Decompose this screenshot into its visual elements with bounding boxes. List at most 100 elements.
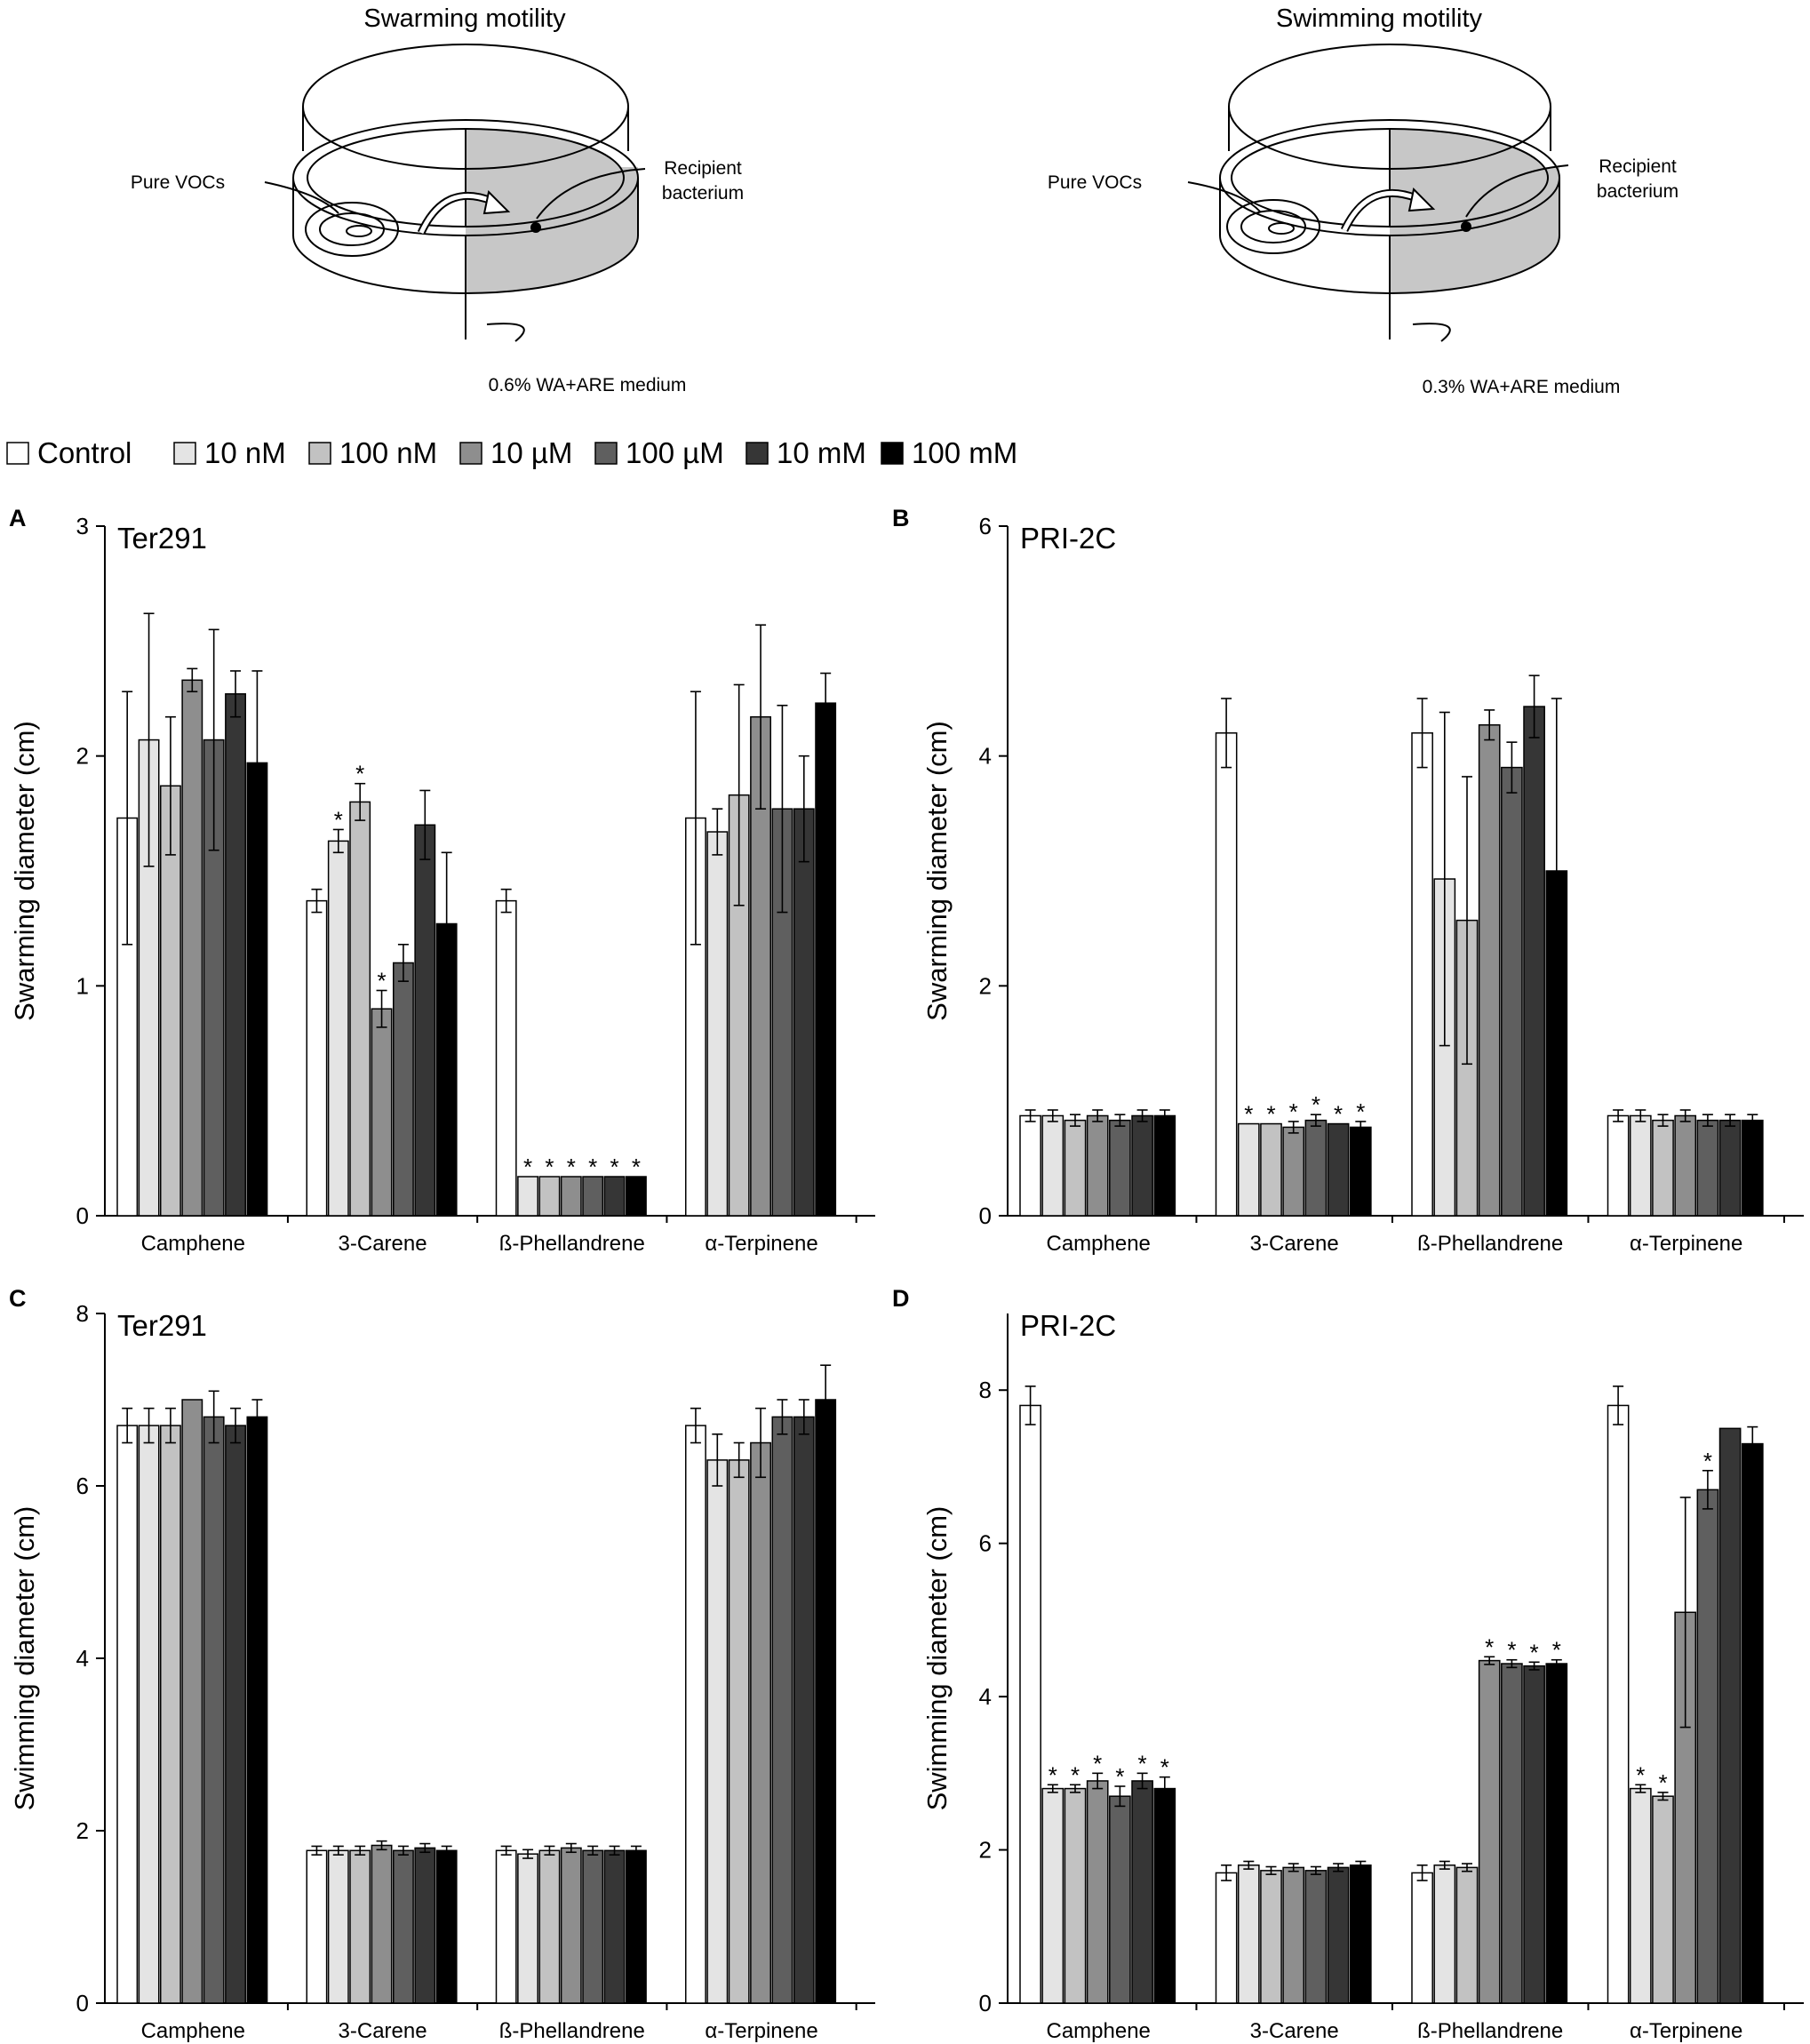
legend-swatch (173, 442, 196, 465)
bar (1433, 1864, 1456, 2004)
petri-dish-icon (1187, 44, 1569, 342)
significance-star: * (1160, 1754, 1169, 1781)
bar (538, 1176, 561, 1217)
significance-star: * (1703, 1448, 1712, 1474)
panel-b: B PRI-2C Swarming diameter (cm) 0 2 4 6 Camphen… (892, 505, 1804, 1256)
bar (1153, 1787, 1176, 2004)
bar (1501, 1663, 1523, 2004)
y-axis-label: Swimming diameter (cm) (921, 1506, 953, 1811)
legend-swatch (881, 442, 904, 465)
x-tick-label: 3-Carene (339, 2019, 427, 2043)
recipient-bacterium-dot (530, 222, 541, 233)
legend-item: 100 nM (308, 436, 437, 469)
bar (582, 1176, 604, 1217)
legend-item: 10 nM (173, 436, 286, 469)
diagram-title: Swimming motility (1276, 4, 1483, 33)
legend-label: 10 µM (490, 436, 572, 469)
x-tick-label: α-Terpinene (1630, 1232, 1742, 1256)
significance-star: * (355, 761, 364, 787)
bar (1282, 1126, 1305, 1217)
x-tick-label: Camphene (141, 2019, 245, 2043)
y-tick-label: 0 (979, 1202, 992, 1229)
x-tick-label: Camphene (141, 1232, 245, 1256)
bar (1607, 1114, 1630, 1217)
pure-vocs-label: Pure VOCs (131, 172, 225, 193)
bar (685, 1425, 706, 2004)
bar (1696, 1119, 1719, 1217)
legend-swatch (459, 442, 482, 465)
bar (1237, 1122, 1260, 1217)
bar (706, 1459, 729, 2004)
bar (392, 1849, 414, 2004)
bar (1674, 1114, 1697, 1217)
bar (1478, 1659, 1501, 2004)
y-tick-label: 8 (979, 1377, 992, 1403)
panel-a: A Ter291 Swarming diameter (cm) 0 1 2 3 Camphen… (9, 505, 875, 1256)
bar (327, 840, 349, 1217)
y-tick-label: 6 (979, 513, 992, 539)
bar (349, 801, 371, 1217)
legend-swatch (746, 442, 769, 465)
x-tick-label: 3-Carene (1250, 2019, 1339, 2043)
bar (1629, 1114, 1652, 1217)
legend-label: 100 µM (626, 436, 724, 469)
bar (1501, 766, 1523, 1217)
x-tick-label: ß-Phellandrene (499, 1232, 645, 1256)
bar (1411, 1872, 1433, 2004)
x-tick-label: ß-Phellandrene (499, 2019, 645, 2043)
bar (1523, 1665, 1545, 2004)
significance-star: * (1507, 1637, 1516, 1664)
y-tick-label: 3 (76, 513, 89, 539)
legend-label: 100 nM (339, 436, 437, 469)
schematic-swarming: Swarming motility Pure VOCs Recipient (131, 4, 744, 395)
recipient-label-line1: Recipient (664, 158, 742, 179)
bar (1741, 1119, 1764, 1217)
bar (495, 899, 517, 1217)
recipient-bacterium-dot (1461, 221, 1471, 232)
bar (1131, 1780, 1153, 2004)
bar (1607, 1404, 1630, 2004)
legend-item: 10 µM (459, 436, 572, 469)
bar (138, 1425, 160, 2004)
legend-swatch (6, 442, 29, 465)
bar (1260, 1870, 1282, 2004)
bar (625, 1176, 647, 1217)
panel-strain-label: Ter291 (117, 1309, 207, 1342)
x-tick-label: Camphene (1046, 1232, 1150, 1256)
bar (560, 1176, 582, 1217)
legend-label: 100 mM (912, 436, 1017, 469)
bar (815, 702, 837, 1217)
significance-star: * (1049, 1761, 1057, 1788)
panel-letter: A (9, 505, 27, 531)
bar (1215, 1872, 1238, 2004)
y-tick-label: 0 (76, 1990, 89, 2016)
significance-star: * (334, 806, 343, 833)
significance-star: * (523, 1154, 532, 1180)
bar (1086, 1114, 1109, 1217)
significance-star: * (1266, 1101, 1275, 1128)
bar (371, 1844, 393, 2004)
panel-c: C Ter291 Swimming diameter (cm) 0 2 4 6 8 Camphe… (9, 1285, 875, 2043)
bar (1153, 1114, 1176, 1217)
bar (728, 1459, 750, 2004)
bar (306, 899, 328, 1217)
legend-item: 10 mM (746, 436, 866, 469)
bar (1545, 1663, 1568, 2004)
significance-star: * (1356, 1098, 1365, 1125)
bar (181, 1399, 203, 2004)
y-tick-label: 0 (76, 1202, 89, 1229)
bar (517, 1176, 538, 1217)
legend-label: Control (37, 436, 132, 469)
y-tick-label: 2 (76, 743, 89, 770)
bar (1411, 732, 1433, 1217)
bar (603, 1176, 626, 1217)
bar (1041, 1787, 1064, 2004)
bar (1019, 1114, 1041, 1217)
significance-star: * (1289, 1098, 1298, 1125)
bar (414, 824, 436, 1217)
bar (1523, 706, 1545, 1217)
panel-strain-label: PRI-2C (1020, 522, 1116, 555)
petri-dish-icon (264, 44, 646, 342)
recipient-label-line2: bacterium (1597, 181, 1678, 202)
legend-item: 100 µM (594, 436, 724, 469)
